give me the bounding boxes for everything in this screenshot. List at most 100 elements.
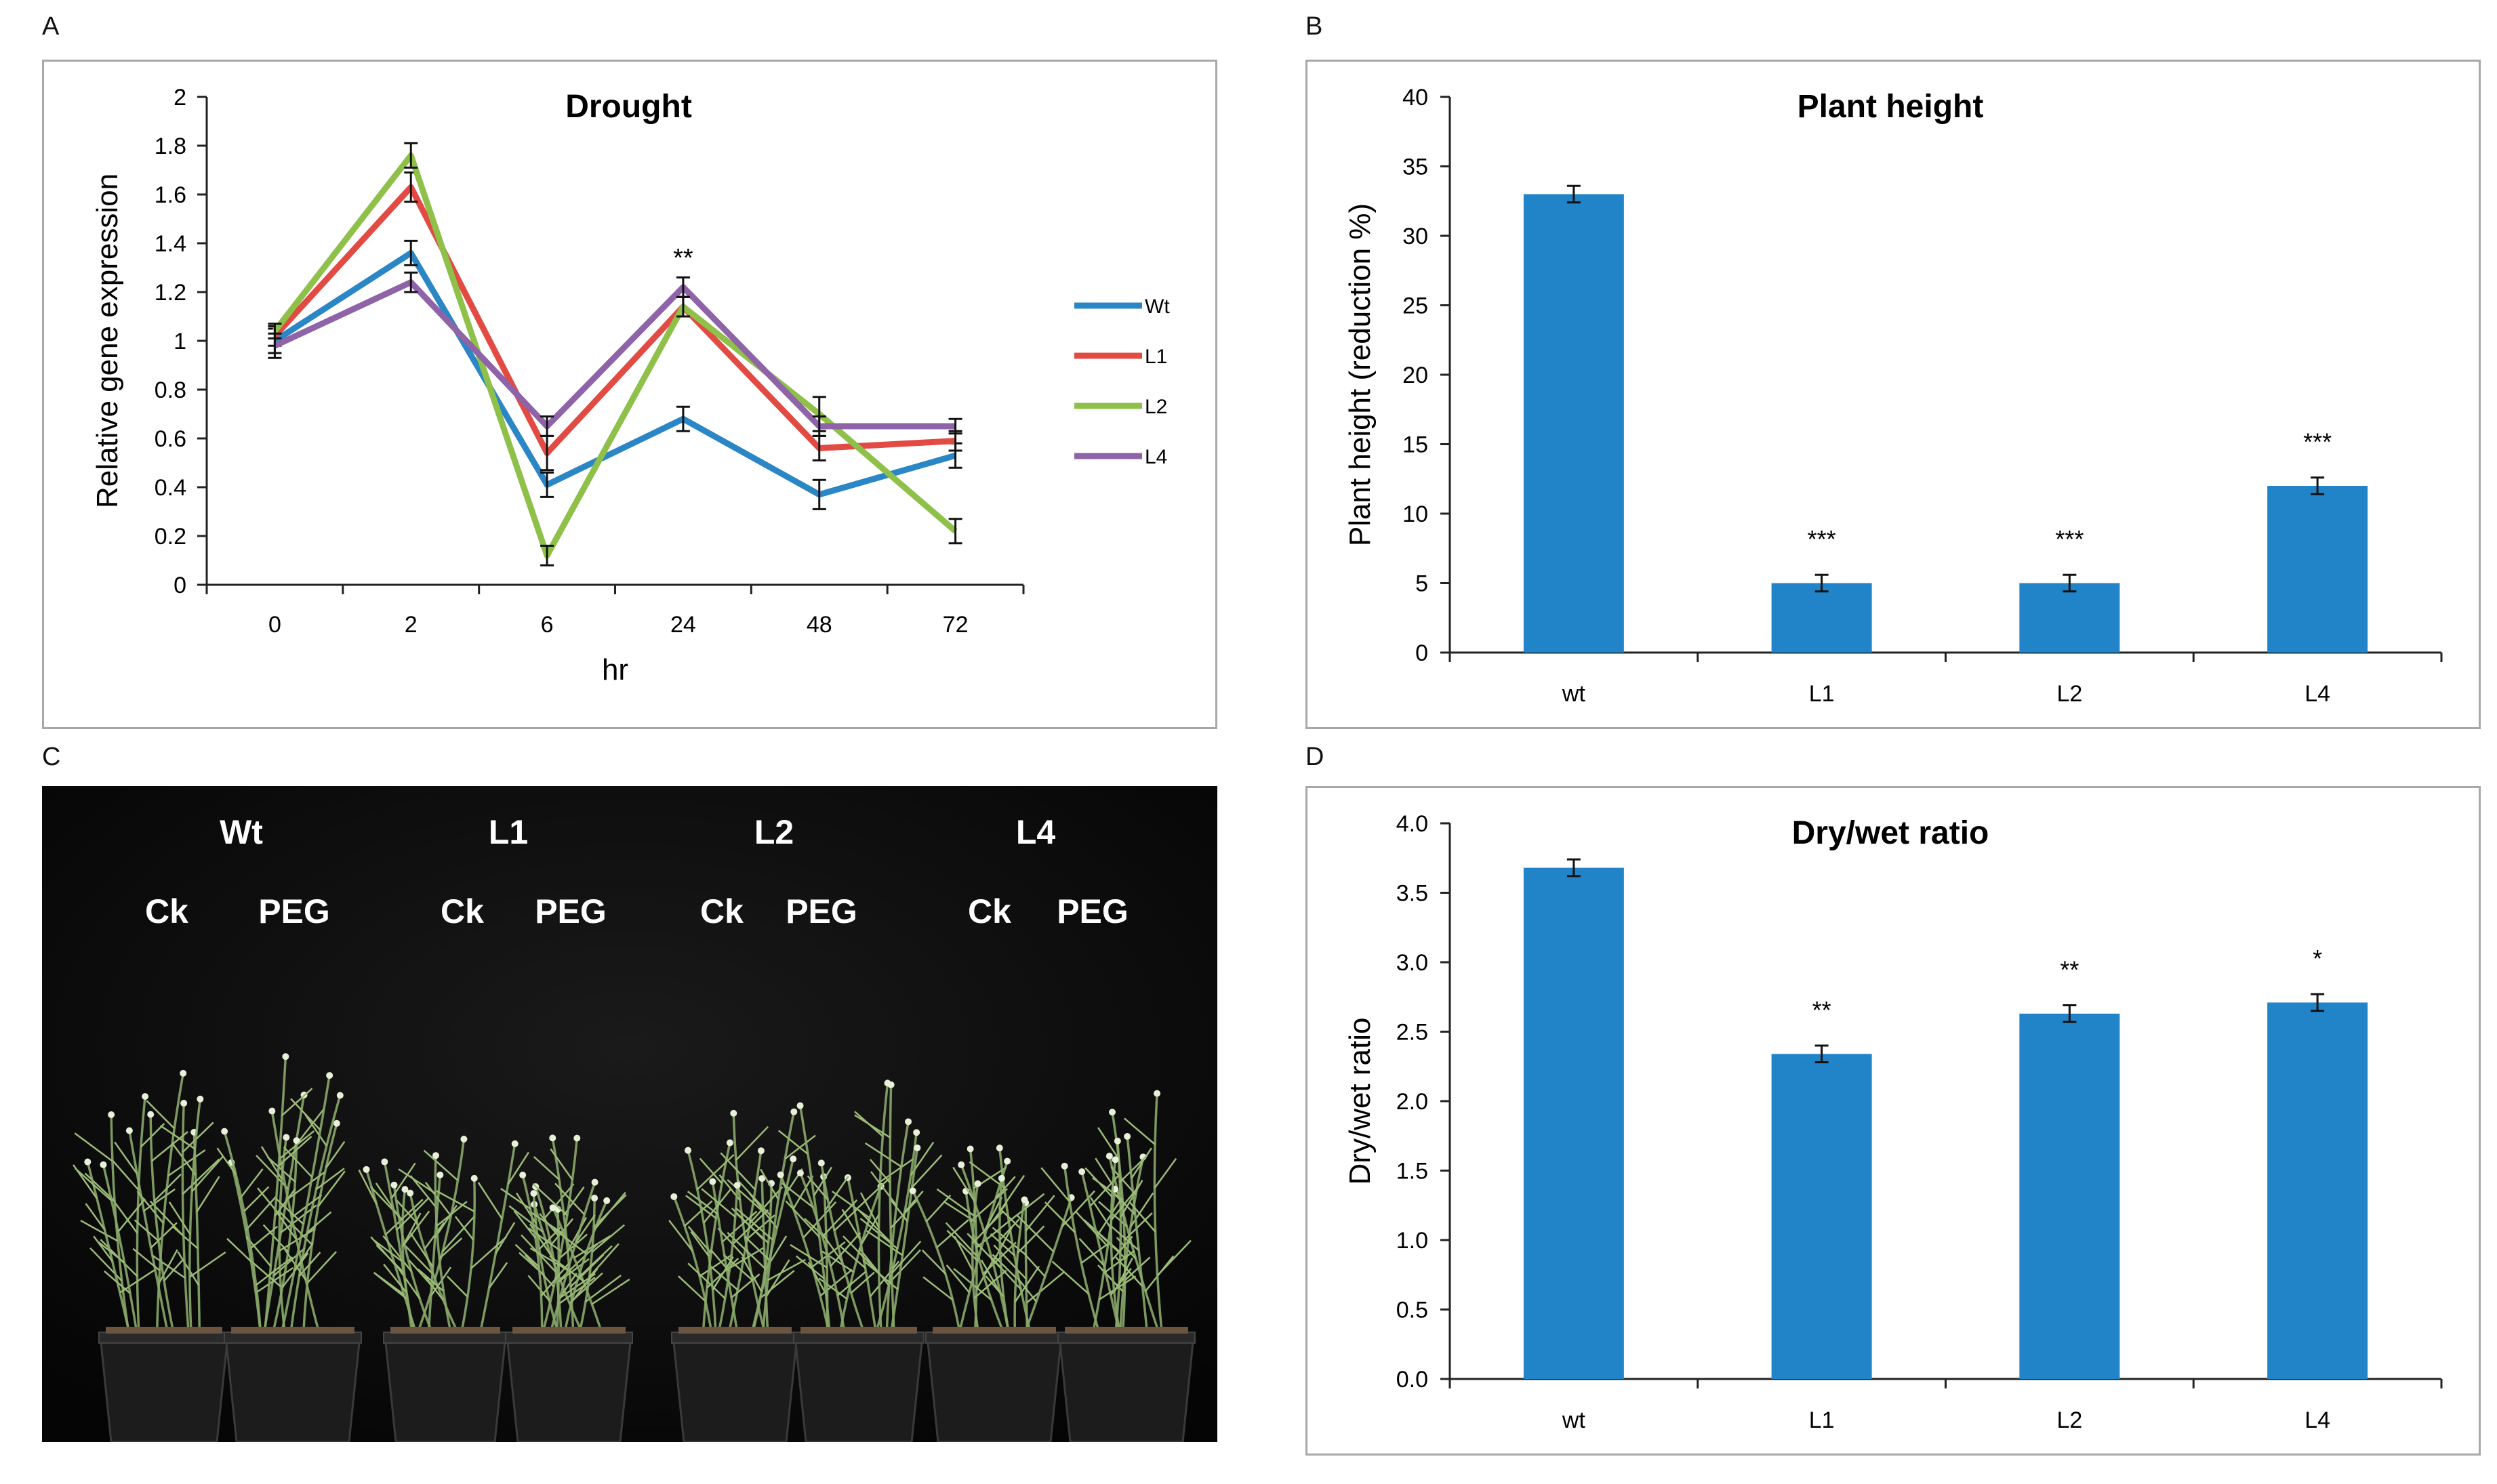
seed-pod <box>409 1233 434 1268</box>
plant-stem <box>270 1140 298 1337</box>
flower <box>998 1174 1005 1182</box>
seed-pod <box>760 1168 779 1200</box>
seed-pod <box>969 1161 1005 1189</box>
flower <box>84 1158 92 1166</box>
seed-pod <box>992 1254 1017 1279</box>
seed-pod <box>1099 1275 1137 1300</box>
seed-pod <box>191 1155 224 1193</box>
flower <box>1124 1133 1131 1140</box>
error-bar <box>404 239 418 266</box>
seed-pod <box>401 1212 422 1248</box>
plant-photo-illustration: Wt L1 L2 L4 Ck PEG Ck PEG Ck PEG Ck PEG <box>42 786 1217 1442</box>
pot-soil <box>800 1327 917 1334</box>
flower <box>519 1172 527 1179</box>
flower <box>1114 1137 1121 1145</box>
flower <box>282 1053 289 1060</box>
flower <box>591 1195 598 1202</box>
error-bar <box>268 332 282 359</box>
treatment-label-l1-ck: Ck <box>441 892 484 930</box>
seed-pod <box>1113 1257 1133 1293</box>
seed-pod <box>859 1192 880 1228</box>
significance-label: *** <box>1808 525 1836 553</box>
significance-label: ** <box>2060 956 2079 984</box>
seed-pod <box>315 1168 345 1191</box>
x-tick-label: 24 <box>670 612 696 638</box>
plant-stem <box>874 1132 918 1337</box>
panel-label-a: A <box>42 12 60 41</box>
flower <box>958 1161 965 1168</box>
significance-label: * <box>2313 945 2322 972</box>
plant-stem <box>434 1155 453 1337</box>
seed-pod <box>294 1108 325 1147</box>
seed-pod <box>821 1199 858 1237</box>
seed-pod <box>699 1157 723 1184</box>
seed-pod <box>573 1235 611 1259</box>
seed-pod <box>854 1176 891 1212</box>
flower <box>511 1140 519 1147</box>
seed-pod <box>577 1245 613 1279</box>
seed-pod <box>134 1219 159 1242</box>
legend-label-l2: L2 <box>1145 396 1167 418</box>
seed-pod <box>98 1241 125 1264</box>
pot-rim <box>925 1332 1063 1344</box>
pot-rim <box>98 1332 230 1344</box>
seed-pod <box>507 1151 530 1185</box>
flower <box>293 1137 300 1145</box>
seed-pod <box>921 1250 946 1275</box>
seed-pod <box>1123 1117 1156 1145</box>
seed-pod <box>889 1249 921 1283</box>
seed-pod <box>985 1275 1004 1298</box>
seed-pod <box>477 1182 503 1220</box>
y-tick-label: 40 <box>1402 85 1428 110</box>
chart-title: Plant height <box>1798 89 1984 125</box>
seed-pod <box>1156 1239 1192 1277</box>
seed-pod <box>152 1254 186 1279</box>
plant-pot <box>926 1335 1063 1442</box>
legend-label-l1: L1 <box>1145 346 1167 368</box>
flower <box>363 1166 370 1173</box>
seed-pod <box>408 1259 434 1288</box>
seed-pod <box>104 1271 131 1294</box>
seed-pod <box>922 1276 954 1301</box>
seed-pod <box>726 1247 765 1271</box>
seed-pod <box>836 1271 866 1296</box>
flower <box>432 1152 439 1159</box>
seed-pod <box>168 1201 191 1235</box>
seed-pod <box>396 1197 430 1231</box>
seed-pod <box>436 1190 475 1212</box>
seed-pod <box>454 1216 474 1241</box>
seed-pod <box>117 1198 146 1233</box>
flower <box>407 1189 414 1197</box>
seed-pod <box>575 1214 596 1243</box>
flower <box>125 1127 133 1134</box>
y-axis-label: Plant height (reduction %) <box>1343 203 1377 546</box>
seed-pod <box>74 1168 113 1201</box>
seed-pod <box>869 1159 891 1184</box>
seed-pod <box>1023 1252 1046 1277</box>
error-bar <box>1566 184 1581 204</box>
seed-pod <box>404 1245 434 1275</box>
seed-pod <box>146 1100 176 1130</box>
plant-stem <box>877 1083 889 1337</box>
seed-pod <box>167 1149 206 1177</box>
seed-pod <box>767 1258 807 1281</box>
seed-pod <box>699 1253 733 1277</box>
seed-pod <box>677 1275 706 1302</box>
x-tick-label: L4 <box>2305 681 2330 707</box>
flower <box>1021 1196 1028 1203</box>
plant-stem <box>1153 1093 1164 1337</box>
seed-pod <box>239 1168 264 1200</box>
flower <box>460 1135 468 1142</box>
seed-pod <box>777 1130 809 1155</box>
seed-pod <box>1014 1266 1040 1303</box>
seed-pod <box>585 1275 622 1303</box>
series-line-wt <box>272 249 956 498</box>
seed-pod <box>703 1188 732 1224</box>
seed-pod <box>727 1179 764 1212</box>
flower <box>817 1159 825 1167</box>
plant-pot <box>672 1335 798 1442</box>
seed-pod <box>182 1158 220 1195</box>
seed-pod <box>983 1197 1003 1233</box>
seed-pod <box>513 1210 536 1239</box>
seed-pod <box>1089 1197 1112 1229</box>
